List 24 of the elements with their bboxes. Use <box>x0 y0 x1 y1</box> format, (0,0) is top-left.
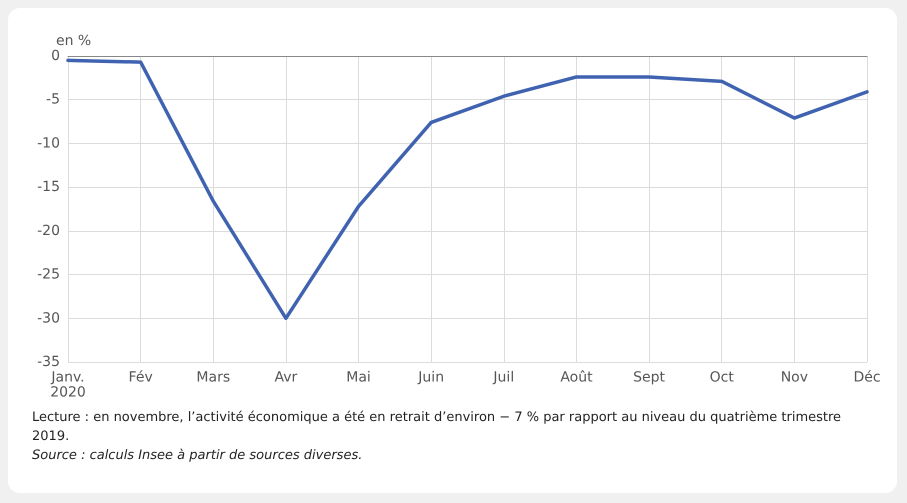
y-tick-label: -20 <box>37 222 60 239</box>
y-tick-label: -30 <box>37 310 60 326</box>
y-tick-label: -10 <box>37 135 60 152</box>
x-tick-label: Nov <box>780 370 808 386</box>
x-tick-label: Juil <box>492 370 514 386</box>
x-tick-label: Mai <box>346 370 371 386</box>
x-tick-label: Sept <box>633 370 666 386</box>
x-tick-label: Avr <box>274 370 298 386</box>
line-series <box>66 58 869 320</box>
text: Lecture : en novembre, l’activité économique a été en retrait d’environ − 7 % par rapport au niveau du quatrième trimestre 2019. <box>32 409 842 446</box>
x-tick-label: Déc <box>853 370 881 386</box>
x-tick-label: Oct <box>710 370 734 386</box>
x-tick-label: Janv. 2020 <box>50 370 86 400</box>
x-tick-label: Août <box>560 370 594 386</box>
source-note: Source : calculs Insee à partir de sources diverses. <box>32 447 364 465</box>
y-tick-label: -25 <box>37 266 60 283</box>
y-axis-title: en % <box>56 33 92 49</box>
y-tick-label: -15 <box>37 179 60 196</box>
x-tick-label: Juin <box>417 370 444 386</box>
x-tick-label: Fév <box>128 370 153 386</box>
y-tick-label: 0 <box>51 48 60 64</box>
x-tick-label: Mars <box>196 370 230 386</box>
y-tick-label: -35 <box>37 354 60 370</box>
y-tick-label: -5 <box>46 92 60 108</box>
